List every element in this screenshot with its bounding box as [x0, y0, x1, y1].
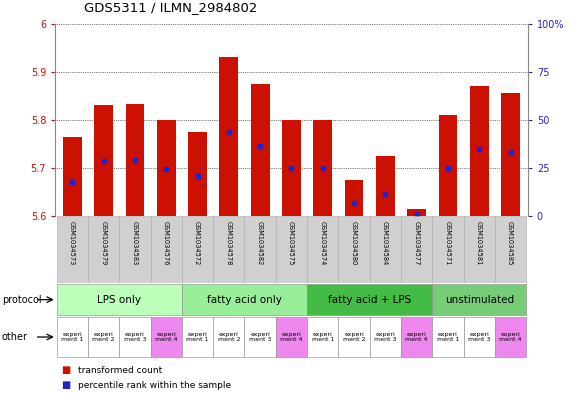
Bar	[438, 115, 458, 216]
Bar	[369, 317, 401, 357]
Bar	[401, 317, 432, 357]
Bar	[307, 284, 432, 315]
Text: experi
ment 1: experi ment 1	[61, 332, 84, 342]
Bar	[432, 317, 463, 357]
Bar	[407, 209, 426, 216]
Text: GSM1034582: GSM1034582	[256, 222, 263, 266]
Text: GSM1034577: GSM1034577	[413, 222, 419, 266]
Bar	[376, 156, 395, 216]
Text: protocol: protocol	[2, 295, 41, 305]
Text: experi
ment 1: experi ment 1	[437, 332, 459, 342]
Bar	[276, 317, 307, 357]
Text: GSM1034576: GSM1034576	[163, 222, 169, 266]
Text: GSM1034578: GSM1034578	[226, 222, 231, 266]
Text: other: other	[2, 332, 28, 342]
Bar	[401, 216, 432, 283]
Bar	[245, 216, 276, 283]
Text: experi
ment 4: experi ment 4	[405, 332, 428, 342]
Bar	[188, 132, 207, 216]
Bar	[432, 216, 463, 283]
Text: LPS only: LPS only	[97, 295, 142, 305]
Text: ■: ■	[61, 380, 70, 390]
Text: experi
ment 3: experi ment 3	[249, 332, 271, 342]
Text: experi
ment 3: experi ment 3	[374, 332, 397, 342]
Bar	[495, 317, 526, 357]
Bar	[251, 84, 270, 216]
Bar	[245, 317, 276, 357]
Bar	[182, 216, 213, 283]
Text: experi
ment 4: experi ment 4	[280, 332, 303, 342]
Text: experi
ment 1: experi ment 1	[186, 332, 209, 342]
Text: ■: ■	[61, 365, 70, 375]
Text: GSM1034574: GSM1034574	[319, 222, 325, 266]
Bar	[369, 216, 401, 283]
Text: GSM1034575: GSM1034575	[288, 222, 294, 266]
Bar	[94, 105, 113, 216]
Text: fatty acid only: fatty acid only	[207, 295, 282, 305]
Bar	[276, 216, 307, 283]
Text: experi
ment 2: experi ment 2	[343, 332, 365, 342]
Text: unstimulated: unstimulated	[445, 295, 514, 305]
Text: experi
ment 4: experi ment 4	[499, 332, 522, 342]
Text: experi
ment 2: experi ment 2	[92, 332, 115, 342]
Bar	[213, 216, 245, 283]
Text: transformed count: transformed count	[78, 365, 162, 375]
Bar	[463, 317, 495, 357]
Bar	[307, 317, 338, 357]
Bar	[470, 86, 489, 216]
Bar	[88, 216, 119, 283]
Bar	[182, 317, 213, 357]
Text: GSM1034584: GSM1034584	[382, 222, 388, 266]
Bar	[157, 120, 176, 216]
Bar	[119, 317, 151, 357]
Text: GDS5311 / ILMN_2984802: GDS5311 / ILMN_2984802	[84, 1, 258, 14]
Text: experi
ment 2: experi ment 2	[218, 332, 240, 342]
Bar	[338, 216, 369, 283]
Bar	[88, 317, 119, 357]
Bar	[151, 216, 182, 283]
Text: experi
ment 1: experi ment 1	[311, 332, 334, 342]
Bar	[57, 284, 182, 315]
Bar	[307, 216, 338, 283]
Bar	[495, 216, 526, 283]
Bar	[463, 216, 495, 283]
Bar	[338, 317, 369, 357]
Text: GSM1034580: GSM1034580	[350, 222, 357, 266]
Text: GSM1034581: GSM1034581	[476, 222, 482, 266]
Bar	[501, 94, 520, 216]
Bar	[57, 317, 88, 357]
Text: GSM1034585: GSM1034585	[507, 222, 513, 266]
Bar	[63, 137, 82, 216]
Text: percentile rank within the sample: percentile rank within the sample	[78, 381, 231, 390]
Text: fatty acid + LPS: fatty acid + LPS	[328, 295, 411, 305]
Bar	[119, 216, 151, 283]
Text: GSM1034571: GSM1034571	[444, 222, 451, 266]
Text: experi
ment 3: experi ment 3	[468, 332, 491, 342]
Bar	[213, 317, 245, 357]
Bar	[345, 180, 364, 216]
Bar	[182, 284, 307, 315]
Text: GSM1034573: GSM1034573	[69, 222, 75, 266]
Text: experi
ment 3: experi ment 3	[124, 332, 146, 342]
Bar	[57, 216, 88, 283]
Bar	[282, 120, 301, 216]
Bar	[151, 317, 182, 357]
Bar	[219, 57, 238, 216]
Bar	[125, 105, 144, 216]
Text: GSM1034579: GSM1034579	[100, 222, 106, 266]
Text: experi
ment 4: experi ment 4	[155, 332, 177, 342]
Text: GSM1034583: GSM1034583	[132, 222, 137, 266]
Bar	[313, 120, 332, 216]
Bar	[432, 284, 526, 315]
Text: GSM1034572: GSM1034572	[194, 222, 200, 266]
